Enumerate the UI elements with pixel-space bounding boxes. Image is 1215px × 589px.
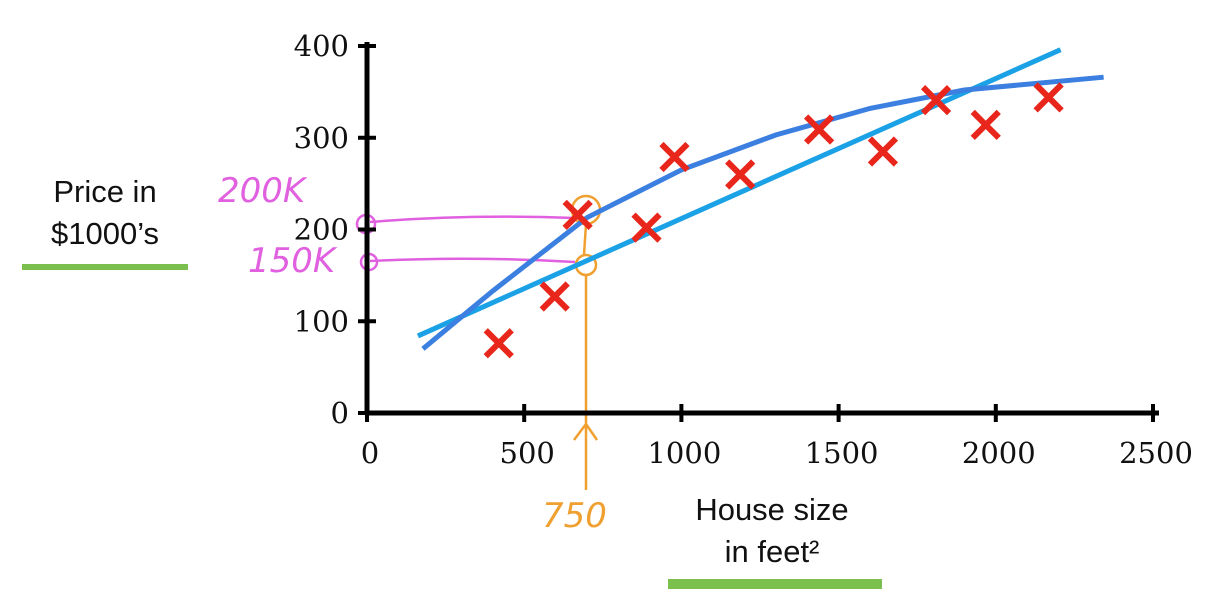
x-tick-label: 0 bbox=[361, 436, 379, 470]
underline bbox=[668, 579, 882, 589]
y-tick-label: 400 bbox=[294, 29, 349, 63]
annotation: 150K bbox=[248, 241, 338, 281]
data-point bbox=[970, 109, 1001, 141]
y-tick-label: 0 bbox=[331, 396, 349, 430]
fit-line bbox=[421, 74, 1104, 351]
annotation: 200K bbox=[218, 171, 308, 211]
x-axis-label: House size bbox=[695, 492, 848, 527]
data-point bbox=[725, 159, 756, 190]
data-point bbox=[659, 141, 690, 173]
x-tick-label: 2500 bbox=[1119, 436, 1193, 470]
data-point bbox=[539, 281, 570, 312]
data-point bbox=[562, 199, 593, 230]
x-tick-label: 2000 bbox=[962, 436, 1036, 470]
data-point bbox=[1033, 82, 1064, 113]
underline bbox=[22, 264, 188, 270]
x-tick-label: 1000 bbox=[647, 436, 721, 470]
y-tick-label: 200 bbox=[294, 213, 349, 247]
data-point bbox=[867, 136, 899, 167]
data-point bbox=[920, 85, 952, 116]
x-axis-label: in feet² bbox=[725, 534, 820, 569]
y-tick-label: 100 bbox=[294, 304, 349, 338]
y-tick-label: 300 bbox=[294, 121, 349, 155]
x-tick-label: 1500 bbox=[805, 436, 879, 470]
data-point bbox=[803, 114, 835, 145]
x-tick-label: 500 bbox=[500, 436, 555, 470]
y-axis-label: $1000’s bbox=[51, 216, 159, 251]
y-axis-label: Price in bbox=[53, 174, 156, 209]
data-point bbox=[483, 328, 514, 359]
fit-line bbox=[416, 47, 1062, 339]
annotation: 750 bbox=[542, 496, 607, 536]
hand-drawing bbox=[355, 194, 602, 490]
data-point bbox=[631, 212, 662, 243]
